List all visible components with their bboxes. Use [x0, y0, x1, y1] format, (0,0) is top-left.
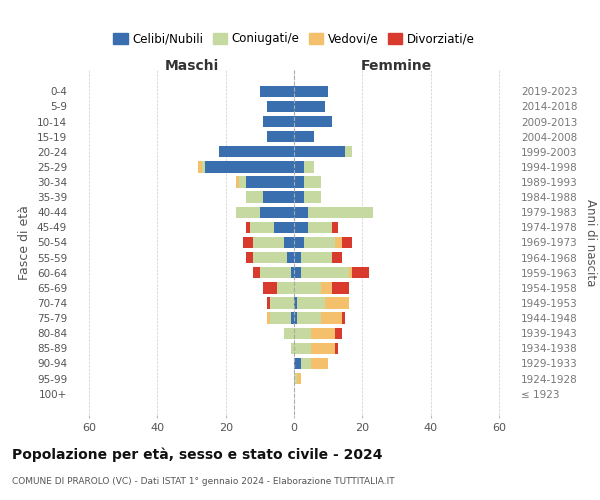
Bar [342, 237, 352, 248]
Bar [284, 328, 294, 339]
Bar [294, 328, 311, 339]
Bar [294, 162, 304, 172]
Bar [260, 86, 294, 97]
Bar [311, 342, 335, 354]
Text: Popolazione per età, sesso e stato civile - 2024: Popolazione per età, sesso e stato civil… [12, 448, 383, 462]
Bar [294, 86, 328, 97]
Bar [298, 373, 301, 384]
Bar [352, 267, 369, 278]
Bar [332, 282, 349, 294]
Bar [260, 267, 290, 278]
Bar [202, 162, 205, 172]
Bar [253, 252, 287, 264]
Bar [345, 146, 352, 158]
Bar [274, 222, 294, 233]
Bar [294, 146, 345, 158]
Legend: Celibi/Nubili, Coniugati/e, Vedovi/e, Divorziati/e: Celibi/Nubili, Coniugati/e, Vedovi/e, Di… [109, 28, 479, 50]
Bar [246, 192, 263, 203]
Bar [263, 282, 277, 294]
Bar [277, 282, 294, 294]
Y-axis label: Fasce di età: Fasce di età [19, 205, 31, 280]
Bar [294, 192, 304, 203]
Bar [311, 358, 328, 369]
Bar [335, 237, 342, 248]
Bar [239, 176, 246, 188]
Bar [219, 146, 294, 158]
Bar [301, 252, 332, 264]
Text: COMUNE DI PRAROLO (VC) - Dati ISTAT 1° gennaio 2024 - Elaborazione TUTTITALIA.IT: COMUNE DI PRAROLO (VC) - Dati ISTAT 1° g… [12, 478, 395, 486]
Bar [250, 222, 274, 233]
Bar [246, 176, 294, 188]
Bar [199, 162, 202, 172]
Bar [236, 206, 260, 218]
Bar [205, 162, 294, 172]
Bar [304, 192, 322, 203]
Bar [294, 282, 322, 294]
Bar [322, 312, 342, 324]
Bar [266, 298, 270, 308]
Bar [263, 116, 294, 127]
Bar [304, 162, 314, 172]
Bar [304, 237, 335, 248]
Bar [294, 312, 298, 324]
Bar [294, 131, 314, 142]
Bar [243, 237, 253, 248]
Bar [290, 267, 294, 278]
Text: Maschi: Maschi [164, 59, 218, 73]
Bar [246, 222, 250, 233]
Bar [322, 282, 332, 294]
Bar [294, 298, 298, 308]
Bar [294, 116, 332, 127]
Bar [263, 192, 294, 203]
Bar [294, 101, 325, 112]
Bar [246, 252, 253, 264]
Bar [294, 222, 308, 233]
Bar [311, 328, 335, 339]
Bar [294, 252, 301, 264]
Bar [294, 206, 308, 218]
Bar [308, 222, 332, 233]
Bar [294, 176, 304, 188]
Bar [253, 237, 284, 248]
Bar [332, 252, 342, 264]
Bar [298, 298, 325, 308]
Bar [266, 312, 270, 324]
Text: Femmine: Femmine [361, 59, 432, 73]
Bar [298, 312, 322, 324]
Bar [294, 373, 298, 384]
Bar [301, 358, 311, 369]
Bar [236, 176, 239, 188]
Bar [332, 222, 338, 233]
Bar [284, 237, 294, 248]
Bar [266, 101, 294, 112]
Bar [294, 342, 311, 354]
Bar [304, 176, 322, 188]
Bar [290, 342, 294, 354]
Bar [301, 267, 349, 278]
Bar [253, 267, 260, 278]
Y-axis label: Anni di nascita: Anni di nascita [584, 199, 597, 286]
Bar [349, 267, 352, 278]
Bar [335, 342, 338, 354]
Bar [290, 312, 294, 324]
Bar [335, 328, 342, 339]
Bar [270, 298, 294, 308]
Bar [294, 358, 301, 369]
Bar [294, 237, 304, 248]
Bar [266, 131, 294, 142]
Bar [260, 206, 294, 218]
Bar [342, 312, 345, 324]
Bar [294, 267, 301, 278]
Bar [270, 312, 290, 324]
Bar [287, 252, 294, 264]
Bar [325, 298, 349, 308]
Bar [308, 206, 373, 218]
